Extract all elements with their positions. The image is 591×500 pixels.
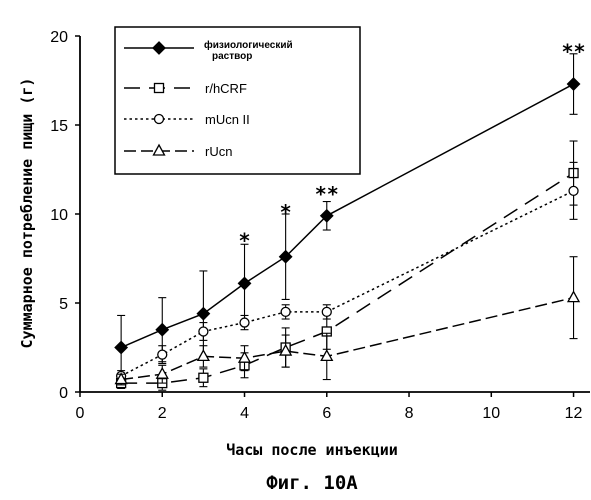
legend-label: r/hCRF	[205, 81, 247, 96]
legend-marker	[155, 84, 164, 93]
legend-marker	[155, 115, 164, 124]
data-point	[199, 373, 208, 382]
data-point	[156, 324, 168, 336]
data-point	[568, 78, 580, 90]
data-point	[239, 352, 250, 362]
significance-marker: *	[238, 228, 250, 252]
series-3	[117, 162, 578, 381]
series-line	[121, 298, 573, 380]
significance-marker: *	[280, 200, 292, 224]
data-point	[281, 307, 290, 316]
data-point	[568, 292, 579, 302]
figure-caption: Фиг. 10А	[266, 472, 358, 494]
data-point	[569, 186, 578, 195]
significance-marker: **	[562, 40, 586, 64]
series-line	[121, 191, 573, 376]
series-2	[117, 141, 578, 390]
legend-label: rUcn	[205, 144, 232, 159]
data-point	[199, 327, 208, 336]
x-tick-label: 12	[565, 405, 583, 422]
x-tick-label: 6	[322, 405, 331, 422]
data-point	[197, 308, 209, 320]
legend: физиологическийрастворr/hCRFmUcn IIrUcn	[115, 27, 360, 174]
data-point	[239, 277, 251, 289]
x-tick-label: 4	[240, 405, 249, 422]
data-point	[115, 342, 127, 354]
y-tick-label: 5	[59, 296, 68, 313]
data-point	[198, 350, 209, 360]
x-tick-label: 2	[158, 405, 167, 422]
x-axis-label: Часы после инъекции	[226, 441, 398, 459]
y-tick-label: 0	[59, 385, 68, 402]
data-point	[158, 350, 167, 359]
data-point	[322, 307, 331, 316]
data-point	[240, 318, 249, 327]
x-tick-label: 0	[76, 405, 85, 422]
y-tick-label: 20	[50, 29, 68, 46]
x-tick-label: 10	[482, 405, 500, 422]
legend-label: mUcn II	[205, 112, 250, 127]
y-tick-label: 15	[50, 118, 68, 135]
y-axis-label: Суммарное потребление пищи (г)	[18, 78, 36, 349]
x-tick-label: 8	[405, 405, 414, 422]
significance-marker: **	[315, 182, 339, 206]
y-tick-label: 10	[50, 207, 68, 224]
